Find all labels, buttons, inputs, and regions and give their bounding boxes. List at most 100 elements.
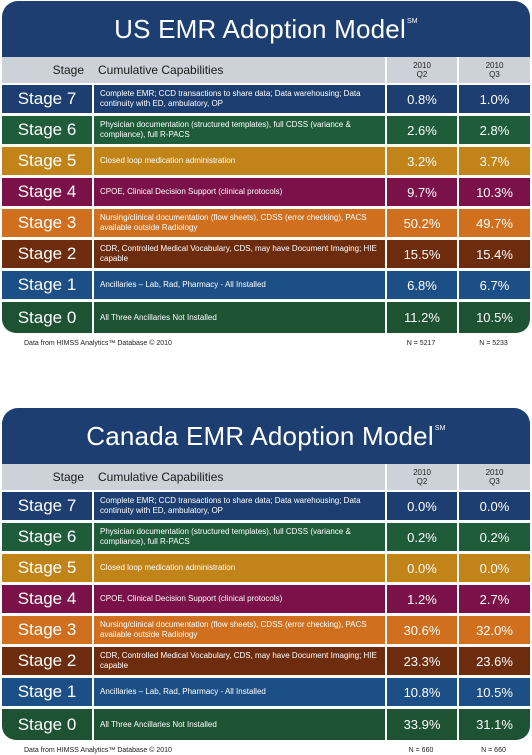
- us-header-q2: 2010 Q2: [385, 57, 457, 83]
- canada-header-q2-label: Q2: [416, 477, 428, 486]
- us-row-stage-3: Stage 3 Nursing/clinical documentation (…: [2, 209, 530, 240]
- us-data-source: Data from HIMSS Analytics™ Database © 20…: [24, 339, 172, 347]
- q2-value: 2.6%: [385, 116, 457, 144]
- canada-row-stage-0: Stage 0 All Three Ancillaries Not Instal…: [2, 709, 530, 740]
- canada-service-mark: SM: [434, 424, 446, 432]
- canada-data-source: Data from HIMSS Analytics™ Database © 20…: [24, 746, 172, 754]
- q3-value: 10.5%: [457, 302, 530, 333]
- q3-value: 2.7%: [457, 585, 530, 613]
- stage-label: Stage 4: [17, 589, 77, 608]
- capabilities-text: CDR, Controlled Medical Vocabulary, CDS,…: [92, 240, 385, 268]
- stage-label: Stage 1: [17, 682, 77, 701]
- stage-label: Stage 1: [17, 275, 77, 294]
- q3-value: 3.7%: [457, 147, 530, 175]
- stage-label: Stage 2: [17, 651, 77, 670]
- stage-label: Stage 5: [17, 558, 77, 577]
- canada-stage-table: Stage 7 Complete EMR; CCD transactions t…: [2, 492, 530, 740]
- q2-value: 30.6%: [385, 616, 457, 644]
- us-stage-table: Stage 7 Complete EMR; CCD transactions t…: [2, 85, 530, 333]
- q3-value: 15.4%: [457, 240, 530, 268]
- us-header-row: Stage Cumulative Capabilities 2010 Q2 20…: [2, 57, 530, 85]
- q2-value: 9.7%: [385, 178, 457, 206]
- canada-row-stage-6: Stage 6 Physician documentation (structu…: [2, 523, 530, 554]
- q3-value: 23.6%: [457, 647, 530, 675]
- q3-value: 2.8%: [457, 116, 530, 144]
- canada-row-stage-7: Stage 7 Complete EMR; CCD transactions t…: [2, 492, 530, 523]
- q2-value: 10.8%: [385, 678, 457, 706]
- us-row-stage-4: Stage 4 CPOE, Clinical Decision Support …: [2, 178, 530, 209]
- canada-header-q3: 2010 Q3: [457, 464, 530, 490]
- stage-label: Stage 5: [17, 151, 77, 170]
- us-row-stage-1: Stage 1 Ancillaries – Lab, Rad, Pharmacy…: [2, 271, 530, 302]
- canada-emr-adoption-panel: Canada EMR Adoption Model SM Stage Cumula…: [2, 408, 530, 755]
- q2-value: 3.2%: [385, 147, 457, 175]
- stage-label: Stage 0: [17, 714, 77, 734]
- us-emr-adoption-panel: US EMR Adoption Model SM Stage Cumulative…: [2, 1, 530, 353]
- us-row-stage-0: Stage 0 All Three Ancillaries Not Instal…: [2, 302, 530, 333]
- us-panel-title: US EMR Adoption Model SM: [2, 1, 530, 57]
- canada-sample-size-q2: N = 660: [408, 746, 434, 754]
- stage-label: Stage 4: [17, 182, 77, 201]
- capabilities-text: All Three Ancillaries Not Installed: [92, 709, 385, 740]
- q2-value: 11.2%: [385, 302, 457, 333]
- stage-label: Stage 7: [17, 89, 77, 108]
- canada-header-q3-label: Q3: [489, 477, 500, 486]
- canada-sample-size-q3: N = 660: [481, 746, 506, 754]
- q3-value: 0.0%: [457, 554, 530, 582]
- us-row-stage-2: Stage 2 CDR, Controlled Medical Vocabula…: [2, 240, 530, 271]
- canada-header-q3-year: 2010: [485, 468, 504, 477]
- capabilities-text: Ancillaries – Lab, Rad, Pharmacy - All I…: [92, 678, 385, 706]
- stage-label: Stage 2: [17, 244, 77, 263]
- us-sample-size-q3: N = 5233: [479, 339, 508, 347]
- q3-value: 6.7%: [457, 271, 530, 299]
- q2-value: 0.2%: [385, 523, 457, 551]
- canada-header-capabilities: Cumulative Capabilities: [98, 470, 224, 484]
- capabilities-text: Nursing/clinical documentation (flow she…: [92, 616, 385, 644]
- q3-value: 0.0%: [457, 492, 530, 520]
- canada-row-stage-2: Stage 2 CDR, Controlled Medical Vocabula…: [2, 647, 530, 678]
- stage-label: Stage 6: [17, 120, 77, 139]
- q2-value: 1.2%: [385, 585, 457, 613]
- us-header-q3-label: Q3: [489, 70, 500, 79]
- stage-label: Stage 6: [17, 527, 77, 546]
- canada-panel-title: Canada EMR Adoption Model SM: [2, 408, 530, 464]
- capabilities-text: CDR, Controlled Medical Vocabulary, CDS,…: [92, 647, 385, 675]
- q3-value: 10.5%: [457, 678, 530, 706]
- q2-value: 33.9%: [385, 709, 457, 740]
- q3-value: 32.0%: [457, 616, 530, 644]
- us-header-q3-year: 2010: [485, 61, 504, 70]
- canada-row-stage-4: Stage 4 CPOE, Clinical Decision Support …: [2, 585, 530, 616]
- us-row-stage-5: Stage 5 Closed loop medication administr…: [2, 147, 530, 178]
- capabilities-text: Physician documentation (structured temp…: [92, 523, 385, 551]
- canada-row-stage-3: Stage 3 Nursing/clinical documentation (…: [2, 616, 530, 647]
- capabilities-text: Complete EMR; CCD transactions to share …: [92, 492, 385, 520]
- capabilities-text: CPOE, Clinical Decision Support (clinica…: [92, 178, 385, 206]
- canada-row-stage-5: Stage 5 Closed loop medication administr…: [2, 554, 530, 585]
- capabilities-text: Closed loop medication administration: [92, 554, 385, 582]
- canada-header-row: Stage Cumulative Capabilities 2010 Q2 20…: [2, 464, 530, 492]
- q2-value: 0.0%: [385, 554, 457, 582]
- q2-value: 50.2%: [385, 209, 457, 237]
- capabilities-text: Complete EMR; CCD transactions to share …: [92, 85, 385, 113]
- us-header-q2-year: 2010: [413, 61, 431, 70]
- us-header-q3: 2010 Q3: [457, 57, 530, 83]
- capabilities-text: All Three Ancillaries Not Installed: [92, 302, 385, 333]
- q3-value: 49.7%: [457, 209, 530, 237]
- us-header-capabilities: Cumulative Capabilities: [98, 63, 224, 77]
- us-footer: Data from HIMSS Analytics™ Database © 20…: [2, 333, 530, 353]
- q2-value: 15.5%: [385, 240, 457, 268]
- us-row-stage-7: Stage 7 Complete EMR; CCD transactions t…: [2, 85, 530, 116]
- canada-title-text: Canada EMR Adoption Model: [86, 420, 434, 451]
- us-header-stage: Stage: [52, 63, 84, 77]
- capabilities-text: Physician documentation (structured temp…: [92, 116, 385, 144]
- canada-header-q2-year: 2010: [413, 468, 431, 477]
- q3-value: 1.0%: [457, 85, 530, 113]
- canada-header-q2: 2010 Q2: [385, 464, 457, 490]
- us-row-stage-6: Stage 6 Physician documentation (structu…: [2, 116, 530, 147]
- q2-value: 0.8%: [385, 85, 457, 113]
- us-title-text: US EMR Adoption Model: [114, 13, 406, 44]
- us-service-mark: SM: [406, 17, 418, 25]
- canada-footer: Data from HIMSS Analytics™ Database © 20…: [2, 740, 530, 755]
- canada-header-stage: Stage: [52, 470, 84, 484]
- canada-row-stage-1: Stage 1 Ancillaries – Lab, Rad, Pharmacy…: [2, 678, 530, 709]
